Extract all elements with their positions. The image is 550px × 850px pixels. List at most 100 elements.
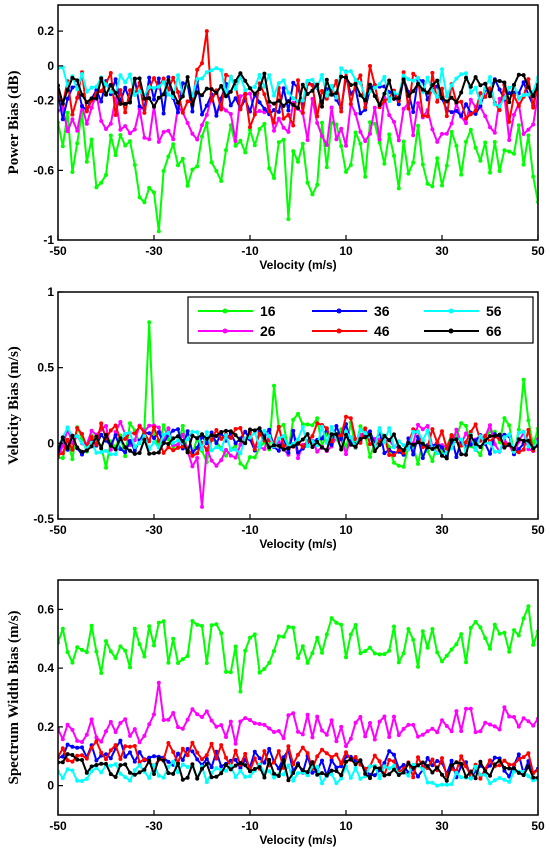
power-point-26-66 <box>372 105 377 110</box>
width-point-66-42 <box>257 765 262 769</box>
velocity-point-16-53 <box>310 423 315 428</box>
power-point-66-5 <box>80 92 84 97</box>
power-point-46-80 <box>440 86 444 91</box>
velocity-axes-frame <box>57 291 539 520</box>
power-point-66-21 <box>156 95 161 100</box>
power-point-16-77 <box>425 181 430 186</box>
power-point-66-74 <box>411 89 416 94</box>
power-point-46-15 <box>128 88 132 93</box>
width-point-66-49 <box>291 771 296 775</box>
width-point-16-32 <box>209 623 214 628</box>
width-point-56-11 <box>108 763 113 768</box>
velocity-point-66-53 <box>310 445 315 449</box>
width-point-36-10 <box>104 752 108 757</box>
width-point-46-37 <box>233 748 238 753</box>
power-point-36-82 <box>449 110 454 115</box>
velocity-point-26-11 <box>108 447 113 452</box>
width-point-66-13 <box>118 763 123 768</box>
power-point-56-87 <box>473 85 478 90</box>
width-point-66-25 <box>176 761 180 766</box>
width-point-16-54 <box>315 635 320 640</box>
width-point-16-5 <box>80 647 84 652</box>
width-point-46-35 <box>224 755 228 760</box>
width-point-66-46 <box>276 774 281 778</box>
velocity-point-46-81 <box>444 446 449 451</box>
velocity-point-66-26 <box>180 439 185 444</box>
width-point-66-73 <box>406 761 411 766</box>
power-point-46-31 <box>204 29 209 34</box>
width-point-16-58 <box>334 620 339 625</box>
width-point-26-13 <box>118 721 123 725</box>
velocity-point-36-57 <box>329 442 334 447</box>
velocity-point-46-97 <box>521 447 526 452</box>
width-point-36-20 <box>152 754 156 759</box>
velocity-point-46-20 <box>152 425 156 430</box>
power-point-16-97 <box>521 162 526 167</box>
velocity-point-66-48 <box>286 446 291 451</box>
width-point-16-52 <box>305 660 310 665</box>
power-point-16-63 <box>358 141 363 146</box>
width-point-56-16 <box>132 768 137 773</box>
velocity-point-56-37 <box>233 447 238 452</box>
power-point-46-29 <box>195 67 200 72</box>
width-point-66-29 <box>195 776 200 781</box>
power-point-56-15 <box>128 72 132 77</box>
velocity-point-56-52 <box>305 444 310 449</box>
width-point-16-14 <box>123 648 128 653</box>
width-point-56-14 <box>123 775 128 780</box>
velocity-point-36-96 <box>516 447 521 452</box>
velocity-point-16-22 <box>161 423 166 428</box>
power-point-26-11 <box>108 121 113 126</box>
width-point-66-48 <box>286 778 291 783</box>
power-point-56-19 <box>147 85 152 90</box>
velocity-point-16-38 <box>238 461 243 466</box>
width-point-56-21 <box>156 773 161 778</box>
width-point-66-28 <box>190 762 195 767</box>
velocity-point-56-76 <box>420 438 425 443</box>
power-point-46-40 <box>248 125 252 130</box>
power-point-16-71 <box>396 186 401 191</box>
width-point-66-87 <box>473 776 478 781</box>
power-point-16-7 <box>89 137 94 142</box>
width-point-16-28 <box>190 619 195 623</box>
velocity-point-26-83 <box>454 427 459 432</box>
velocity-point-16-78 <box>430 459 435 464</box>
width-point-16-27 <box>185 654 190 658</box>
width-point-26-72 <box>401 726 406 731</box>
velocity-point-46-53 <box>310 434 315 439</box>
width-point-56-98 <box>526 774 531 779</box>
width-xlabel: Velocity (m/s) <box>259 833 336 847</box>
power-point-66-11 <box>108 82 113 87</box>
power-point-16-41 <box>252 143 257 148</box>
velocity-point-46-1 <box>60 451 65 456</box>
power-point-66-18 <box>142 96 147 101</box>
width-point-26-16 <box>132 727 137 732</box>
power-point-26-71 <box>396 138 401 143</box>
power-point-56-46 <box>276 81 281 86</box>
power-point-66-51 <box>300 82 305 87</box>
velocity-point-46-9 <box>99 421 104 426</box>
width-point-16-94 <box>507 649 512 654</box>
power-point-46-84 <box>459 99 464 104</box>
width-point-46-24 <box>171 750 176 754</box>
power-point-46-13 <box>118 88 123 93</box>
width-point-46-70 <box>392 759 396 764</box>
power-point-46-12 <box>113 113 118 117</box>
width-point-16-18 <box>142 654 147 659</box>
width-point-26-48 <box>286 713 291 718</box>
power-point-26-60 <box>344 143 348 148</box>
width-point-26-37 <box>233 741 238 746</box>
power-series-group <box>58 29 538 234</box>
power-point-56-92 <box>497 104 502 109</box>
power-point-26-97 <box>521 132 526 136</box>
power-point-56-6 <box>84 89 89 94</box>
width-point-16-4 <box>75 645 80 650</box>
width-point-16-49 <box>291 625 296 630</box>
width-point-26-50 <box>296 729 300 734</box>
width-point-26-7 <box>89 717 94 722</box>
velocity-point-56-17 <box>137 440 142 445</box>
width-point-16-42 <box>257 670 262 675</box>
power-point-16-66 <box>372 121 377 126</box>
width-point-56-52 <box>305 773 310 778</box>
width-point-16-89 <box>483 636 488 641</box>
